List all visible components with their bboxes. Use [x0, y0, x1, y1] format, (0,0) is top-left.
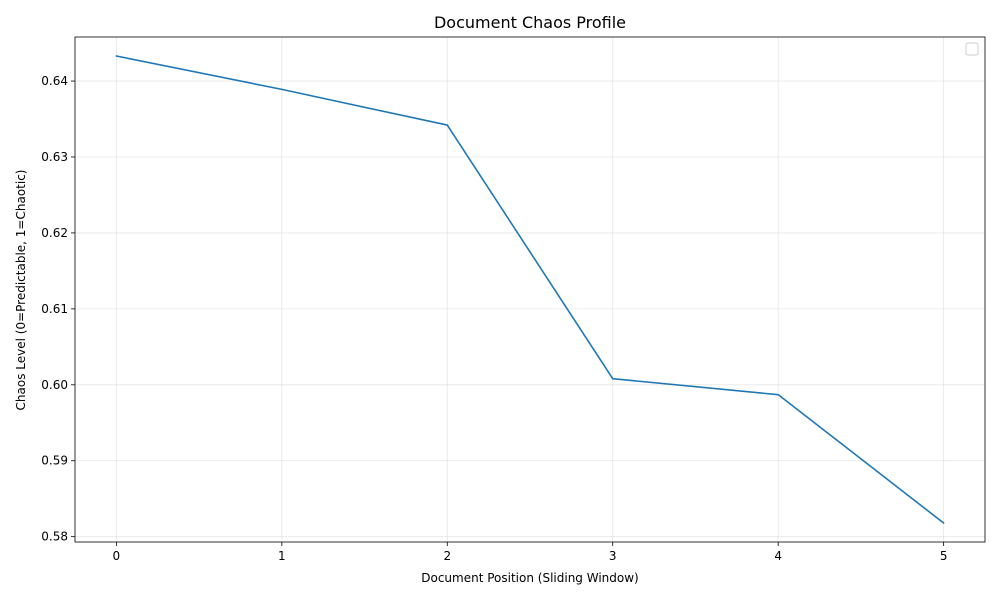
y-tick-label: 0.63: [41, 150, 68, 164]
x-tick-label: 3: [609, 549, 617, 563]
x-tick-label: 5: [940, 549, 948, 563]
x-axis-label: Document Position (Sliding Window): [421, 571, 638, 585]
y-axis-label: Chaos Level (0=Predictable, 1=Chaotic): [14, 170, 28, 411]
grid: [75, 37, 985, 542]
chart-title: Document Chaos Profile: [434, 13, 626, 32]
series-line: [116, 55, 945, 524]
y-tick-label: 0.59: [41, 454, 68, 468]
data-point: [115, 55, 118, 57]
data-point: [611, 377, 614, 380]
data-point: [446, 124, 449, 126]
x-tick-label: 0: [113, 549, 121, 563]
data-point: [942, 522, 945, 524]
data-point: [281, 88, 283, 91]
y-axis: 0.58 0.59 0.60 0.61 0.62 0.63 0.64: [41, 74, 75, 544]
x-tick-label: 2: [443, 549, 451, 563]
y-tick-label: 0.60: [41, 378, 68, 392]
x-tick-label: 1: [278, 549, 286, 563]
y-tick-label: 0.64: [41, 74, 68, 88]
y-tick-label: 0.61: [41, 302, 68, 316]
y-tick-label: 0.58: [41, 530, 68, 544]
x-tick-label: 4: [774, 549, 782, 563]
plot-frame: [74, 36, 986, 543]
series-layer: [115, 55, 945, 524]
data-point: [777, 393, 779, 396]
x-axis: 0 1 2 3 4 5: [113, 542, 948, 563]
y-tick-label: 0.62: [41, 226, 68, 240]
legend-box: [965, 42, 979, 56]
